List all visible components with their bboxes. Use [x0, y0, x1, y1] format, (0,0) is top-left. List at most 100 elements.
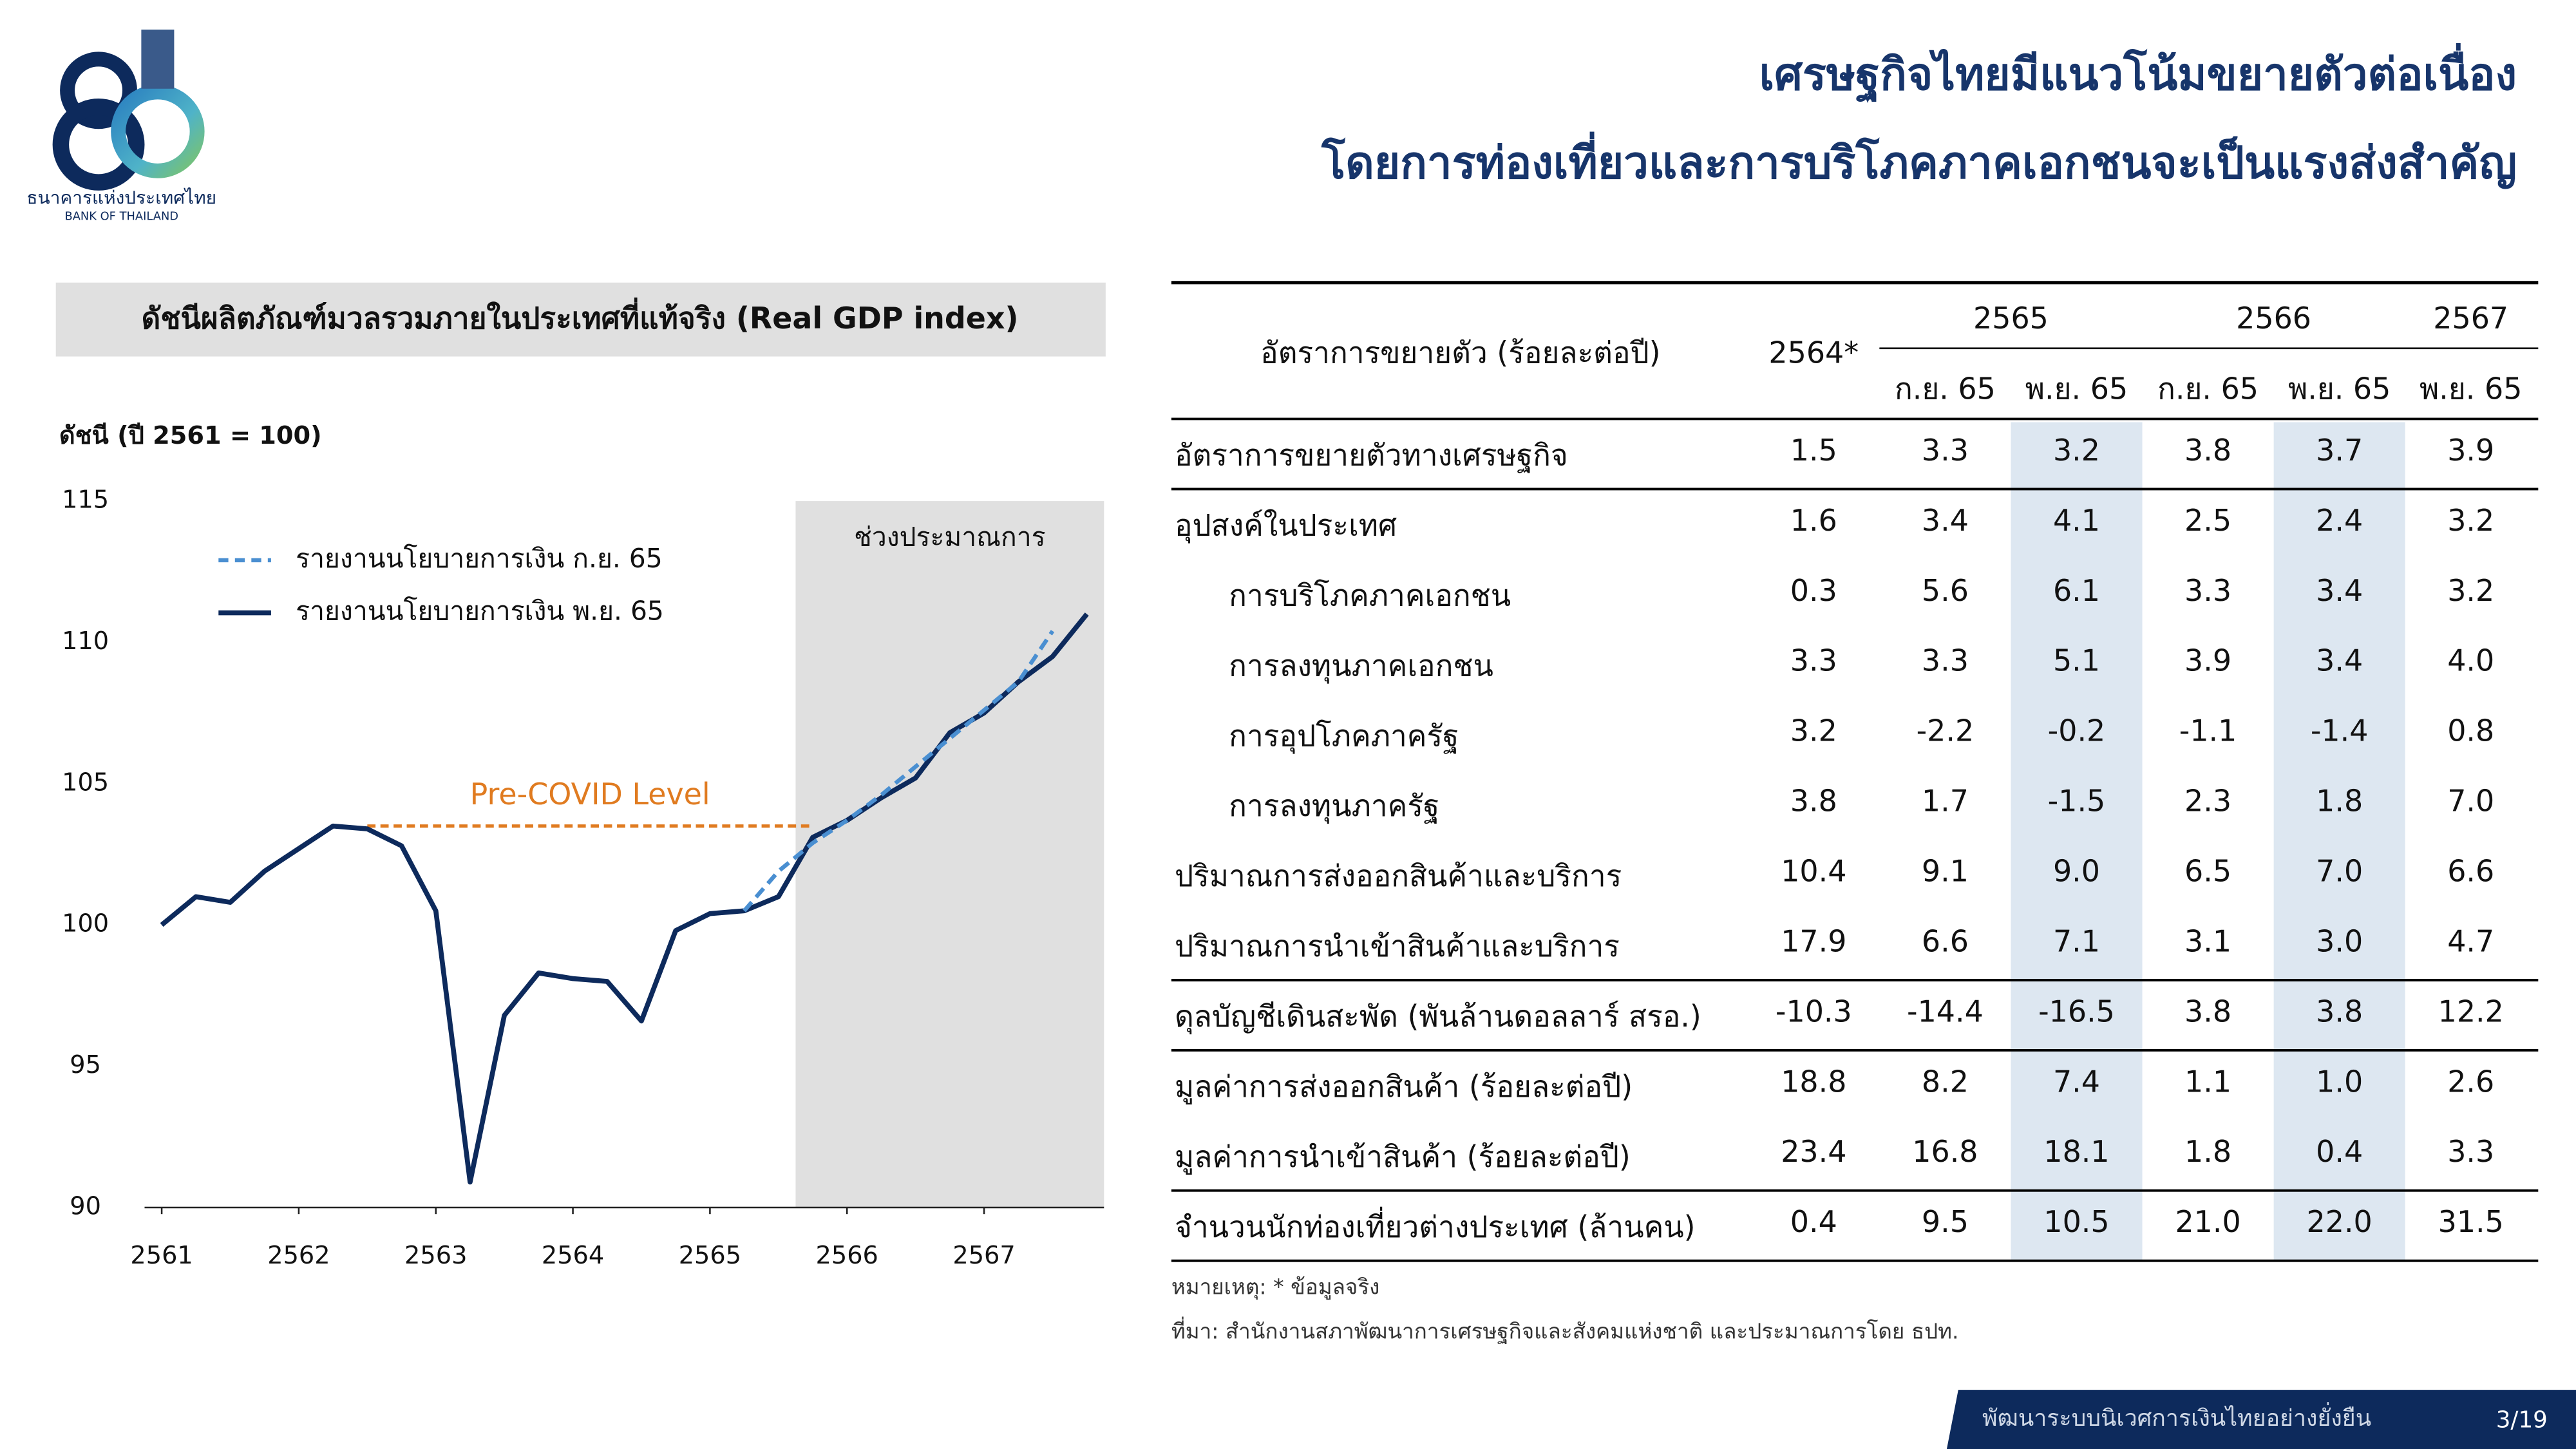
cell: 10.5 [2043, 1204, 2109, 1239]
cell: 0.8 [2447, 714, 2494, 748]
row-label: อุปสงค์ในประเทศ [1175, 508, 1397, 544]
cell: 7.0 [2447, 784, 2494, 819]
table: อัตราการขยายตัว (ร้อยละต่อปี) 2564* 2565 25… [1171, 281, 2539, 1262]
cell: 3.4 [2316, 643, 2363, 678]
cell: 1.1 [2184, 1064, 2231, 1099]
cell: 1.7 [1922, 784, 1969, 819]
chart-area: ช่วงประมาณการ 90 95 100 105 110 115 2561 2562 256… [62, 486, 1104, 1270]
logo-text: ธนาคารแห่งประเทศไทย [26, 187, 216, 209]
cell: 3.8 [1790, 784, 1837, 819]
cell: 2.4 [2316, 503, 2363, 538]
legend-label: รายงานนโยบายการเงิน พ.ย. 65 [296, 596, 664, 627]
reference-label: Pre-COVID Level [470, 777, 710, 811]
cell: 18.1 [2043, 1134, 2109, 1169]
row-label: การบริโภคภาคเอกชน [1229, 578, 1511, 612]
cell: 1.0 [2316, 1064, 2363, 1099]
cell: 2.3 [2184, 784, 2231, 819]
cell: 17.9 [1781, 923, 1846, 958]
cell: 12.2 [2438, 994, 2504, 1028]
row-label: จำนวนนักท่องเที่ยวต่างประเทศ (ล้านคน) [1175, 1206, 1696, 1244]
footer-text: พัฒนาระบบนิเวศการเงินไทยอย่างยั่งยืน [1982, 1402, 2371, 1432]
cell: 2.6 [2447, 1064, 2494, 1099]
x-tick-label: 2564 [542, 1241, 604, 1270]
highlight-column [2273, 422, 2405, 1261]
row-label: การลงทุนภาครัฐ [1229, 788, 1439, 824]
cell: 3.3 [1922, 643, 1969, 678]
chart-title-box [55, 282, 1106, 357]
cell: 16.8 [1912, 1134, 1978, 1169]
cell: 3.0 [2316, 923, 2363, 958]
title-line: เศรษฐกิจไทยมีแนวโน้มขยายตัวต่อเนื่อง [1759, 43, 2517, 103]
cell: 9.5 [1922, 1204, 1969, 1239]
footer-bar [1946, 1390, 2576, 1449]
cell: 5.6 [1922, 573, 1969, 608]
cell: -1.1 [2179, 714, 2237, 748]
row-label: การลงทุนภาคเอกชน [1229, 648, 1493, 684]
cell: 2.5 [2184, 503, 2231, 538]
table-header: พ.ย. 65 [2420, 372, 2522, 406]
row-label: ปริมาณการส่งออกสินค้าและบริการ [1175, 858, 1622, 893]
table-header: ก.ย. 65 [1895, 372, 1996, 406]
cell: -16.5 [2038, 994, 2115, 1028]
row-label: ดุลบัญชีเดินสะพัด (พันล้านดอลลาร์ สรอ.) [1175, 999, 1701, 1035]
cell: 7.1 [2053, 923, 2100, 958]
cell: 8.2 [1922, 1064, 1969, 1099]
series-line [160, 612, 1089, 1185]
cell: 6.1 [2053, 573, 2100, 608]
cell: 3.3 [2447, 1134, 2494, 1169]
table-header: อัตราการขยายตัว (ร้อยละต่อปี) [1260, 336, 1660, 370]
cell: -1.4 [2311, 714, 2369, 748]
y-tick-label: 95 [70, 1050, 101, 1079]
x-tick-label: 2563 [404, 1241, 467, 1270]
cell: 9.1 [1922, 853, 1969, 888]
note: ที่มา: สำนักงานสภาพัฒนาการเศรษฐกิจและสัง… [1171, 1316, 1959, 1344]
row-label: มูลค่าการส่งออกสินค้า (ร้อยละต่อปี) [1175, 1069, 1633, 1104]
y-tick-label: 110 [62, 627, 109, 656]
cell: 0.3 [1790, 573, 1837, 608]
cell: -1.5 [2048, 784, 2106, 819]
table-header: ก.ย. 65 [2157, 372, 2259, 406]
cell: 3.4 [1922, 503, 1969, 538]
row-label: ปริมาณการนำเข้าสินค้าและบริการ [1175, 929, 1620, 963]
cell: 31.5 [2438, 1204, 2504, 1239]
cell: 18.8 [1781, 1064, 1846, 1099]
table-header: พ.ย. 65 [2025, 372, 2128, 406]
cell: -10.3 [1776, 994, 1852, 1028]
cell: 0.4 [2316, 1134, 2363, 1169]
table-header: พ.ย. 65 [2288, 372, 2391, 406]
cell: 4.1 [2053, 503, 2100, 538]
cell: 3.3 [2184, 573, 2231, 608]
x-tick-label: 2562 [267, 1241, 330, 1270]
legend-label: รายงานนโยบายการเงิน ก.ย. 65 [296, 543, 663, 574]
y-tick-label: 105 [62, 768, 109, 797]
cell: 9.0 [2053, 853, 2100, 888]
table-header: 2565 [1973, 301, 2049, 336]
cell: 3.2 [2447, 503, 2494, 538]
cell: 3.1 [2184, 923, 2231, 958]
cell: 6.6 [2447, 853, 2494, 888]
row-label: อัตราการขยายตัวทางเศรษฐกิจ [1175, 438, 1568, 473]
cell: 7.4 [2053, 1064, 2100, 1099]
cell: 23.4 [1781, 1134, 1846, 1169]
table-header: 2567 [2433, 301, 2508, 336]
cell: 3.9 [2447, 433, 2494, 468]
cell: 1.8 [2184, 1134, 2231, 1169]
cell: -2.2 [1917, 714, 1975, 748]
cell: 7.0 [2316, 853, 2363, 888]
cell: 21.0 [2175, 1204, 2240, 1239]
title-line: โดยการท่องเที่ยวและการบริโภคภาคเอกชนจะเป… [1321, 131, 2517, 189]
note: หมายเหตุ: * ข้อมูลจริง [1171, 1274, 1379, 1300]
cell: 3.4 [2316, 573, 2363, 608]
row-label: มูลค่าการนำเข้าสินค้า (ร้อยละต่อปี) [1175, 1139, 1631, 1175]
cell: 3.2 [1790, 714, 1837, 748]
y-tick-label: 90 [70, 1192, 101, 1221]
highlight-column [2011, 422, 2143, 1261]
cell: 6.6 [1922, 923, 1969, 958]
x-tick-label: 2561 [130, 1241, 193, 1270]
forecast-label: ช่วงประมาณการ [854, 522, 1045, 553]
logo: ธนาคารแห่งประเทศไทย BANK OF THAILAND [26, 29, 216, 223]
y-axis-label: ดัชนี (ปี 2561 = 100) [59, 421, 322, 450]
cell: -14.4 [1907, 994, 1984, 1028]
